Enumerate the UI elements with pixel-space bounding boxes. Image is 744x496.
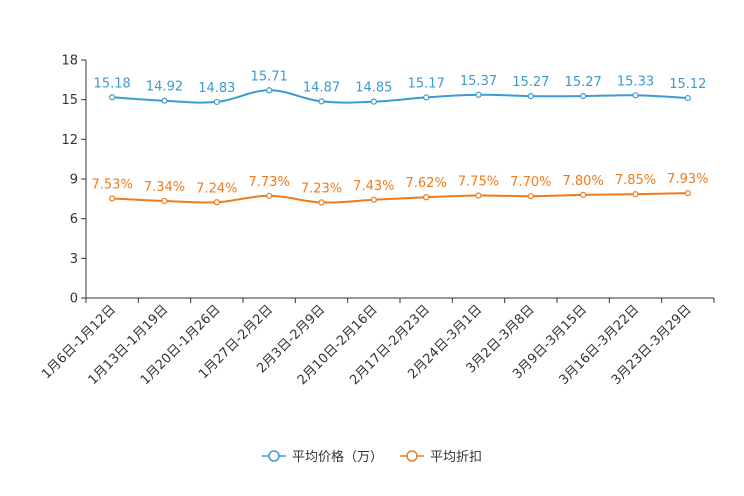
data-point[interactable]: [475, 192, 482, 199]
legend-marker-icon: [406, 450, 418, 462]
data-point[interactable]: [632, 191, 639, 198]
data-point[interactable]: [213, 199, 220, 206]
y-axis: 0 3 6 9 12 15 18: [61, 54, 87, 307]
y-tick-label: 18: [61, 54, 78, 69]
data-point[interactable]: [423, 194, 430, 201]
x-axis: 1月6日-1月12日1月13日-1月19日1月20日-1月26日1月27日-2月…: [39, 297, 715, 388]
data-point[interactable]: [109, 195, 116, 202]
data-point[interactable]: [580, 191, 587, 198]
legend[interactable]: 平均价格（万） 平均折扣: [262, 449, 482, 465]
data-point[interactable]: [213, 98, 220, 106]
data-point[interactable]: [109, 94, 116, 101]
data-label: 7.80%: [563, 174, 604, 189]
data-label: 14.92: [146, 80, 183, 95]
data-label: 7.62%: [406, 176, 447, 191]
data-point[interactable]: [684, 94, 691, 102]
data-point[interactable]: [527, 193, 534, 200]
data-point[interactable]: [527, 92, 534, 100]
data-point[interactable]: [161, 197, 168, 205]
series-line: [112, 192, 688, 204]
data-point[interactable]: [318, 199, 325, 206]
data-label: 14.83: [198, 81, 235, 96]
y-tick-label: 0: [70, 292, 78, 307]
data-point[interactable]: [684, 190, 691, 197]
data-label: 15.27: [512, 75, 549, 90]
data-label: 15.37: [460, 74, 497, 89]
data-point[interactable]: [632, 92, 639, 99]
legend-label: 平均价格（万）: [292, 449, 383, 465]
y-tick-label: 6: [70, 212, 78, 227]
data-point[interactable]: [370, 196, 377, 203]
data-label: 7.93%: [667, 172, 708, 187]
data-label: 7.73%: [249, 175, 290, 190]
y-tick-label: 3: [70, 252, 78, 267]
data-label: 14.87: [303, 80, 340, 95]
data-point[interactable]: [370, 98, 377, 105]
data-label: 7.53%: [92, 177, 133, 192]
data-label: 7.85%: [615, 173, 656, 188]
data-label: 7.34%: [144, 180, 185, 195]
y-tick-label: 15: [61, 93, 78, 108]
data-label: 7.43%: [353, 179, 394, 194]
data-point[interactable]: [580, 92, 587, 100]
data-point[interactable]: [266, 87, 273, 94]
series-0: 15.18 14.92 14.83 15.71 14.87 14.85 15.17 15.37…: [94, 69, 706, 106]
data-label: 15.27: [565, 75, 602, 90]
data-label: 15.17: [408, 76, 445, 91]
data-point[interactable]: [475, 91, 482, 98]
series-1: 7.53% 7.34% 7.24% 7.73% 7.23% 7.43% 7.62% 7.75%…: [92, 172, 708, 206]
data-point[interactable]: [318, 98, 325, 105]
data-label: 15.12: [669, 77, 706, 92]
data-label: 7.70%: [510, 175, 551, 190]
data-label: 14.85: [355, 81, 392, 96]
legend-marker-icon: [268, 450, 280, 462]
data-point[interactable]: [266, 192, 273, 199]
data-label: 15.18: [94, 76, 131, 91]
legend-item-1[interactable]: 平均折扣: [400, 450, 482, 465]
data-point[interactable]: [161, 97, 168, 104]
series-group: 15.18 14.92 14.83 15.71 14.87 14.85 15.17 15.37…: [92, 69, 708, 206]
legend-item-0[interactable]: 平均价格（万）: [262, 449, 383, 465]
data-label: 7.75%: [458, 175, 499, 190]
data-label: 15.71: [251, 69, 288, 84]
data-label: 7.23%: [301, 181, 342, 196]
y-tick-label: 12: [61, 133, 78, 148]
data-label: 7.24%: [196, 181, 237, 196]
data-label: 15.33: [617, 74, 654, 89]
legend-label: 平均折扣: [430, 450, 482, 465]
data-point[interactable]: [423, 94, 430, 101]
series-line: [112, 89, 688, 104]
y-tick-label: 9: [70, 173, 78, 188]
